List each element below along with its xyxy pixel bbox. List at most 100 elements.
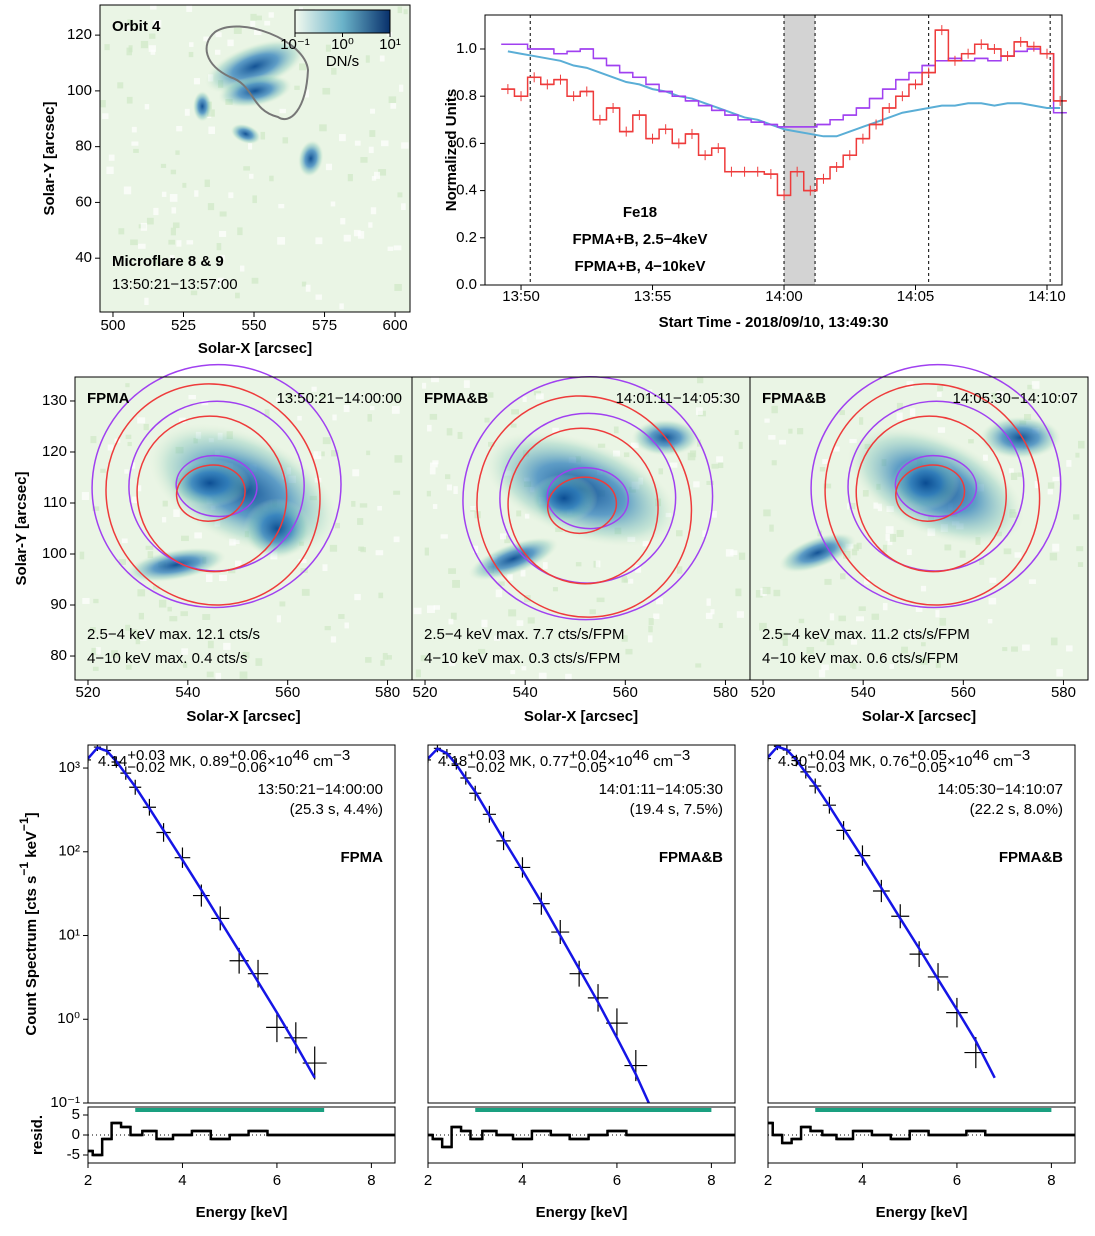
image-speckle: [203, 36, 211, 42]
contour-low-energy: [462, 375, 714, 621]
image-emission: [169, 458, 251, 508]
fit-unit: cm: [993, 753, 1013, 770]
image-speckle: [446, 484, 452, 491]
image-speckle: [173, 509, 180, 517]
image-speckle: [160, 163, 167, 168]
x-tick-label: 540: [513, 684, 538, 701]
y-tick-label: 80: [75, 138, 92, 155]
image-speckle: [906, 549, 912, 556]
x-tick-label: 2: [764, 1172, 772, 1189]
image-speckle: [301, 588, 310, 596]
image-speckle: [243, 166, 251, 171]
image-speckle: [736, 611, 744, 618]
image-speckle: [215, 672, 222, 681]
image-speckle: [915, 605, 923, 612]
image-speckle: [106, 166, 114, 175]
y-tick-label: 10¹: [58, 926, 80, 943]
y-tick-label: 10³: [58, 759, 80, 776]
image-speckle: [184, 108, 190, 116]
y-tick-label: 100: [42, 545, 67, 562]
image-speckle: [317, 451, 325, 457]
image-speckle: [169, 616, 178, 622]
image-speckle: [365, 657, 372, 663]
image-emission: [468, 537, 559, 581]
image-speckle: [242, 651, 250, 659]
image-speckle: [697, 377, 704, 384]
image-speckle: [589, 609, 596, 615]
image-speckle: [478, 648, 486, 654]
image-speckle: [1047, 482, 1055, 489]
image-speckle: [95, 647, 101, 655]
y-axis-label: Count Spectrum [cts s−1 keV−1]: [17, 812, 40, 1035]
image-speckle: [901, 646, 908, 654]
fit-unit: ×10: [607, 753, 632, 770]
image-speckle: [354, 594, 361, 601]
image-speckle: [207, 640, 214, 649]
y-tick-label: 1.0: [456, 40, 477, 57]
image-speckle: [481, 619, 488, 628]
image-speckle: [334, 522, 340, 529]
image-speckle: [896, 529, 904, 538]
image-speckle: [388, 96, 397, 104]
fit-unit: ×10: [947, 753, 972, 770]
image-speckle: [401, 203, 406, 211]
image-speckle: [718, 462, 724, 469]
fit-error-upper: +0.05: [909, 747, 947, 764]
image-speckle: [859, 417, 864, 425]
image-speckle: [394, 283, 402, 291]
image-speckle: [325, 163, 333, 171]
data-point: [946, 997, 968, 1028]
image-speckle: [391, 405, 400, 414]
fit-error-upper: +0.04: [807, 747, 845, 764]
legend-entry: FPMA+B, 2.5−4keV: [572, 231, 707, 248]
plot-frame: [427, 1106, 736, 1164]
image-speckle: [128, 45, 133, 53]
image-speckle: [340, 218, 346, 225]
image-speckle: [347, 173, 353, 182]
step-connector: [501, 29, 1067, 197]
image-speckle: [1049, 552, 1058, 561]
image-emission: [230, 123, 261, 145]
image-speckle: [542, 562, 548, 569]
image-speckle: [1062, 392, 1068, 399]
image-speckle: [710, 609, 715, 615]
image-speckle: [138, 243, 146, 249]
plot-frame: [99, 4, 411, 313]
image-speckle: [325, 44, 331, 52]
contour-high-energy: [476, 395, 693, 618]
image-speckle: [623, 452, 630, 458]
image-speckle: [453, 486, 458, 495]
image-speckle: [896, 402, 903, 411]
image-speckle: [635, 565, 642, 573]
image-speckle: [256, 15, 262, 21]
image-speckle: [397, 6, 403, 14]
image-speckle: [135, 638, 141, 645]
image-speckle: [279, 108, 286, 114]
contour-high-energy: [895, 464, 966, 522]
image-speckle: [268, 12, 274, 18]
fit-range: [475, 1108, 712, 1112]
image-speckle: [378, 592, 384, 599]
image-speckle: [153, 20, 162, 28]
image-speckle: [510, 670, 516, 675]
image-speckle: [693, 481, 700, 488]
image-speckle: [806, 647, 815, 655]
image-speckle: [533, 390, 542, 396]
y-tick-label: -5: [67, 1146, 80, 1163]
image-speckle: [144, 297, 149, 306]
image-speckle: [463, 380, 470, 388]
image-speckle: [387, 655, 392, 660]
y-tick-label: 0.4: [456, 182, 477, 199]
image-speckle: [822, 458, 828, 465]
image-speckle: [162, 517, 167, 523]
image-speckle: [125, 434, 132, 440]
image-speckle: [394, 455, 403, 463]
x-tick-label: 13:55: [634, 288, 672, 305]
time-range: 13:50:21−14:00:00: [276, 390, 402, 407]
image-speckle: [1011, 646, 1018, 652]
image-speckle: [1078, 440, 1085, 449]
x-axis-label: Start Time - 2018/09/10, 13:49:30: [659, 314, 889, 331]
image-speckle: [403, 9, 408, 15]
image-speckle: [755, 590, 763, 598]
image-speckle: [235, 292, 240, 299]
